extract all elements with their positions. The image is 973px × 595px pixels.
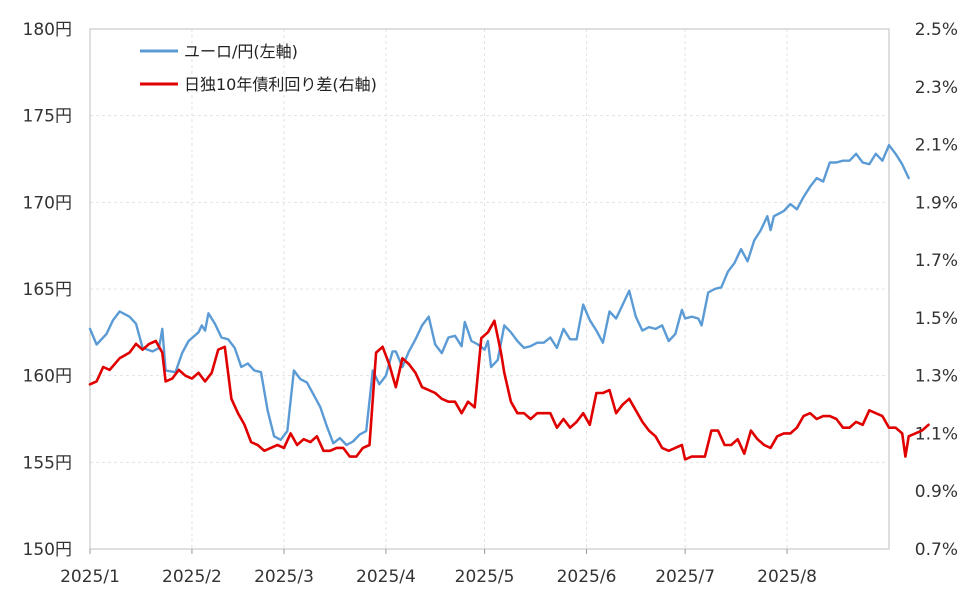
x-tick-label: 2025/7: [655, 567, 715, 587]
legend-label-spread: 日独10年債利回り差(右軸): [184, 75, 377, 94]
legend-label-eurjpy: ユーロ/円(左軸): [184, 42, 298, 61]
right-tick-label: 2.1%: [915, 136, 958, 156]
x-tick-label: 2025/2: [162, 567, 222, 587]
x-axis-tick-labels: 2025/1 2025/2 2025/3 2025/4 2025/5 2025/6 2025…: [60, 549, 817, 587]
right-tick-label: 1.3%: [915, 367, 958, 387]
right-tick-label: 1.5%: [915, 309, 958, 329]
right-tick-label: 2.5%: [915, 20, 958, 40]
x-tick-label: 2025/3: [254, 567, 314, 587]
right-tick-label: 1.7%: [915, 251, 958, 271]
right-tick-label: 1.1%: [915, 424, 958, 444]
left-tick-label: 155円: [23, 453, 72, 473]
x-tick-label: 2025/1: [60, 567, 120, 587]
left-tick-label: 150円: [23, 540, 72, 560]
plot-area-frame: [89, 28, 890, 550]
series-line-eurjpy: [88, 143, 910, 447]
left-tick-label: 180円: [23, 20, 72, 40]
right-axis-tick-labels: 0.7% 0.9% 1.1% 1.3% 1.5% 1.7% 1.9% 2.1% 2.3% 2.5%: [915, 20, 958, 560]
x-tick-label: 2025/4: [356, 567, 416, 587]
x-tick-label: 2025/6: [557, 567, 617, 587]
left-tick-label: 170円: [23, 193, 72, 213]
left-axis-tick-labels: 150円 155円 160円 165円 170円 175円 180円: [23, 20, 72, 560]
legend: ユーロ/円(左軸) 日独10年債利回り差(右軸): [140, 42, 377, 94]
grid: [89, 28, 889, 550]
x-tick-label: 2025/8: [757, 567, 817, 587]
left-tick-label: 160円: [23, 367, 72, 387]
left-tick-label: 165円: [23, 280, 72, 300]
right-tick-label: 1.9%: [915, 193, 958, 213]
x-tick-label: 2025/5: [455, 567, 515, 587]
right-tick-label: 0.7%: [915, 540, 958, 560]
series-line-spread: [88, 319, 930, 461]
series-lines: [88, 143, 930, 461]
right-tick-label: 2.3%: [915, 78, 958, 98]
left-tick-label: 175円: [23, 107, 72, 127]
right-tick-label: 0.9%: [915, 482, 958, 502]
